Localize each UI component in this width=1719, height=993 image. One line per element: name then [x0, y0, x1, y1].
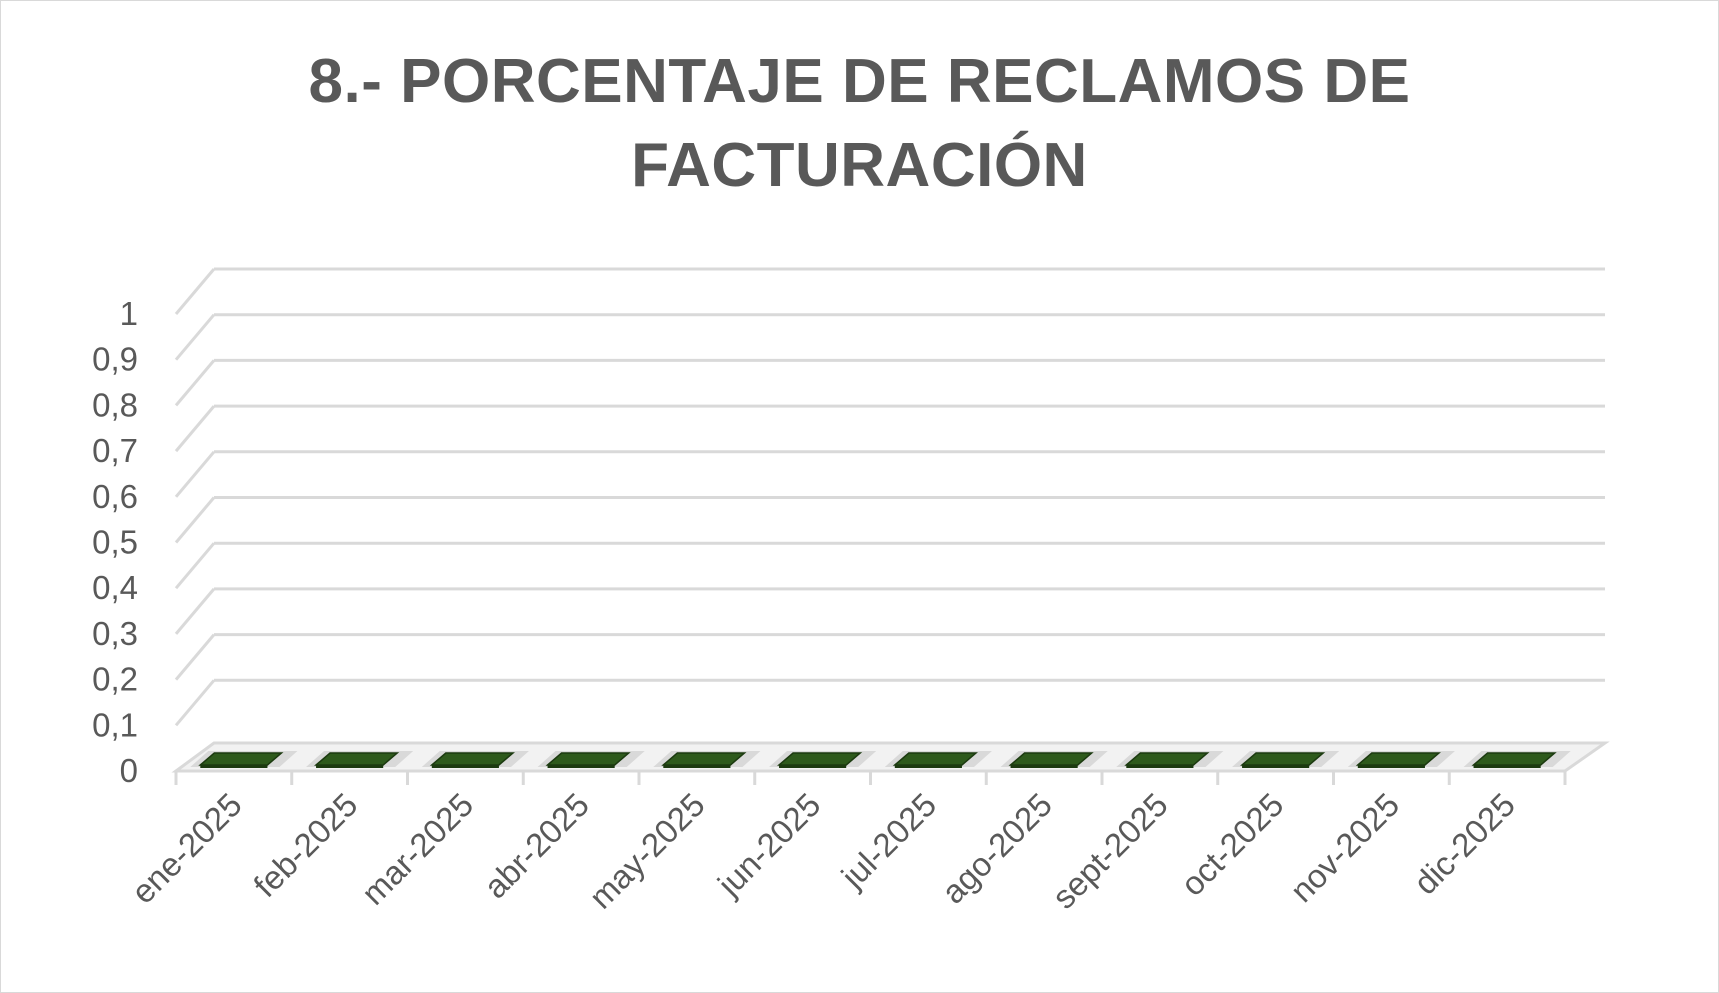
y-tick-label: 1 — [120, 295, 138, 332]
bar-front — [779, 765, 847, 768]
bar-front — [200, 765, 268, 768]
gridline-side — [174, 496, 216, 544]
x-tick-label: oct-2025 — [1174, 786, 1291, 903]
bar-top — [314, 752, 400, 766]
bar — [884, 751, 992, 768]
gridline-side — [174, 679, 216, 727]
bar-top — [1008, 752, 1094, 766]
bar-front — [316, 765, 384, 768]
chart-title-line-2: FACTURACIÓN — [631, 131, 1088, 200]
x-tick-label: jun-2025 — [710, 786, 828, 904]
gridline-side — [174, 405, 216, 453]
bar-front — [663, 765, 731, 768]
bar-top — [1124, 752, 1210, 766]
chart-title-line-1: 8.- PORCENTAJE DE RECLAMOS DE — [308, 47, 1411, 116]
y-tick-label: 0 — [120, 752, 138, 789]
bar — [1000, 751, 1108, 768]
y-tick-label: 0,5 — [92, 524, 138, 561]
bar-front — [431, 765, 499, 768]
gridline-side — [174, 313, 216, 361]
bar-front — [547, 765, 615, 768]
x-tick-label: sept-2025 — [1045, 786, 1175, 916]
x-tick-label: ago-2025 — [934, 786, 1059, 911]
bar — [1116, 751, 1224, 768]
gridline-side — [174, 633, 216, 681]
y-tick-label: 0,2 — [92, 661, 138, 698]
gridlines — [174, 267, 1605, 727]
bar-top — [1355, 752, 1441, 766]
bar — [306, 751, 414, 768]
x-tick-label: may-2025 — [582, 786, 712, 916]
bar-top — [545, 752, 631, 766]
bar-top — [198, 752, 284, 766]
x-tick-label: ene-2025 — [124, 786, 249, 911]
bar-top — [1471, 752, 1557, 766]
bar-top — [661, 752, 747, 766]
x-tick-label: nov-2025 — [1283, 786, 1406, 909]
bar — [537, 751, 645, 768]
gridline-side — [174, 359, 216, 407]
bars — [190, 751, 1571, 768]
y-tick-label: 0,9 — [92, 341, 138, 378]
bar-front — [1357, 765, 1425, 768]
bar-top — [777, 752, 863, 766]
y-tick-label: 0,7 — [92, 432, 138, 469]
x-tick-label: mar-2025 — [354, 786, 480, 912]
bar — [653, 751, 761, 768]
axes — [174, 769, 1567, 785]
x-tick-label: feb-2025 — [246, 786, 364, 904]
bar-top — [1240, 752, 1326, 766]
bar-front — [894, 765, 962, 768]
bar — [1232, 751, 1340, 768]
bar — [1463, 751, 1571, 768]
gridline-side — [174, 587, 216, 635]
gridline-side — [174, 268, 216, 315]
bar-front — [1242, 765, 1310, 768]
bar-top — [429, 752, 515, 766]
x-tick-label: dic-2025 — [1406, 786, 1522, 902]
y-tick-label: 0,6 — [92, 478, 138, 515]
bar-front — [1010, 765, 1078, 768]
gridline-side — [174, 542, 216, 590]
y-axis-tick-labels: 0 0,1 0,2 0,3 0,4 0,5 0,6 0,7 0,8 0,9 1 — [92, 295, 138, 789]
bar — [769, 751, 877, 768]
x-axis-tick-labels: ene-2025feb-2025mar-2025abr-2025may-2025… — [124, 786, 1522, 916]
y-tick-label: 0,3 — [92, 615, 138, 652]
y-tick-label: 0,4 — [92, 569, 138, 606]
bar-front — [1126, 765, 1194, 768]
bar-top — [892, 752, 978, 766]
bar-front — [1473, 765, 1541, 768]
gridline-side — [174, 450, 216, 498]
bar — [1347, 751, 1455, 768]
y-tick-label: 0,8 — [92, 386, 138, 423]
x-tick-label: jul-2025 — [833, 786, 943, 896]
y-tick-label: 0,1 — [92, 706, 138, 743]
x-tick-label: abr-2025 — [476, 786, 596, 906]
bar — [421, 751, 529, 768]
bar — [190, 751, 298, 768]
chart-title: 8.- PORCENTAJE DE RECLAMOS DE FACTURACIÓ… — [0, 40, 1719, 208]
